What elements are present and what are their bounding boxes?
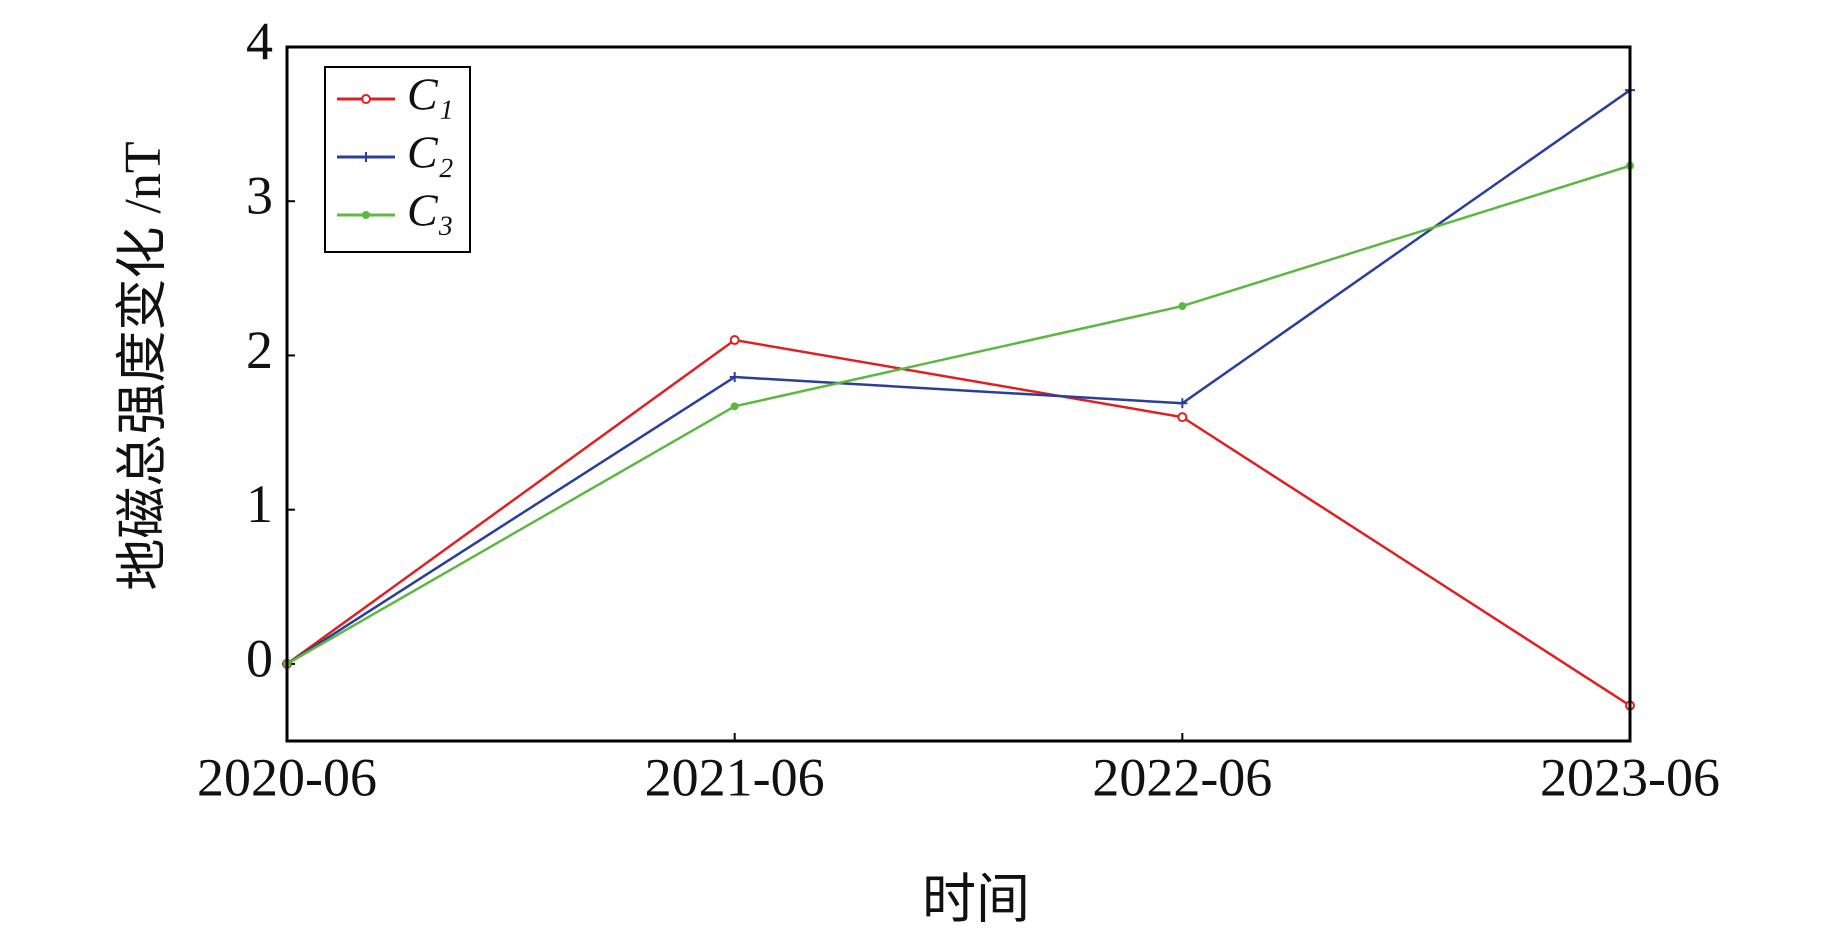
x-tick-label: 2022-06	[1092, 747, 1272, 807]
y-tick-label: 0	[246, 628, 273, 688]
legend-marker	[361, 152, 371, 162]
series-line	[286, 89, 1631, 665]
data-point	[729, 335, 740, 346]
data-point	[1177, 398, 1188, 409]
plot-frame	[285, 45, 1632, 743]
y-tick-label: 3	[246, 166, 273, 226]
data-point	[729, 372, 740, 383]
y-tick-label: 2	[246, 320, 273, 380]
y-axis-title: 地磁总强度变化 /nT	[115, 141, 172, 590]
y-tick-label: 1	[246, 474, 273, 534]
data-point	[1177, 412, 1188, 423]
legend-marker	[361, 94, 371, 104]
legend-marker	[362, 211, 370, 219]
data-point	[1178, 302, 1187, 311]
x-tick-label: 2023-06	[1540, 747, 1720, 807]
y-tick-label: 4	[246, 11, 273, 71]
series-line	[286, 338, 1631, 707]
x-tick-label: 2020-06	[197, 747, 377, 807]
legend-label: C₁	[407, 69, 454, 120]
legend-label: C₂	[407, 127, 454, 178]
series-line	[286, 164, 1631, 665]
x-tick-label: 2021-06	[645, 747, 825, 807]
x-axis-title: 时间	[922, 869, 1030, 929]
legend-label: C₃	[407, 185, 454, 236]
data-point	[730, 402, 739, 411]
